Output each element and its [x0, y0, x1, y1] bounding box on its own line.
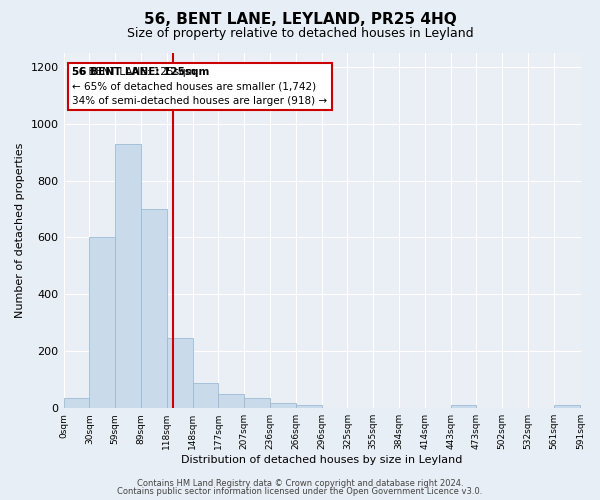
- Bar: [115, 144, 141, 408]
- Bar: [270, 402, 296, 408]
- Text: Contains HM Land Registry data © Crown copyright and database right 2024.: Contains HM Land Registry data © Crown c…: [137, 478, 463, 488]
- Bar: [451, 406, 476, 408]
- Text: Contains public sector information licensed under the Open Government Licence v3: Contains public sector information licen…: [118, 487, 482, 496]
- Bar: [218, 394, 244, 408]
- Bar: [64, 398, 89, 408]
- Text: 56 BENT LANE: 125sqm
← 65% of detached houses are smaller (1,742)
34% of semi-de: 56 BENT LANE: 125sqm ← 65% of detached h…: [72, 66, 328, 106]
- Text: Size of property relative to detached houses in Leyland: Size of property relative to detached ho…: [127, 28, 473, 40]
- Text: 56, BENT LANE, LEYLAND, PR25 4HQ: 56, BENT LANE, LEYLAND, PR25 4HQ: [143, 12, 457, 28]
- Bar: [554, 406, 580, 408]
- Bar: [89, 238, 115, 408]
- Bar: [193, 382, 218, 408]
- Bar: [141, 209, 167, 408]
- X-axis label: Distribution of detached houses by size in Leyland: Distribution of detached houses by size …: [181, 455, 463, 465]
- Bar: [244, 398, 270, 408]
- Bar: [296, 406, 322, 408]
- Text: 56 BENT LANE: 125sqm: 56 BENT LANE: 125sqm: [72, 66, 209, 76]
- Bar: [167, 338, 193, 408]
- Y-axis label: Number of detached properties: Number of detached properties: [15, 142, 25, 318]
